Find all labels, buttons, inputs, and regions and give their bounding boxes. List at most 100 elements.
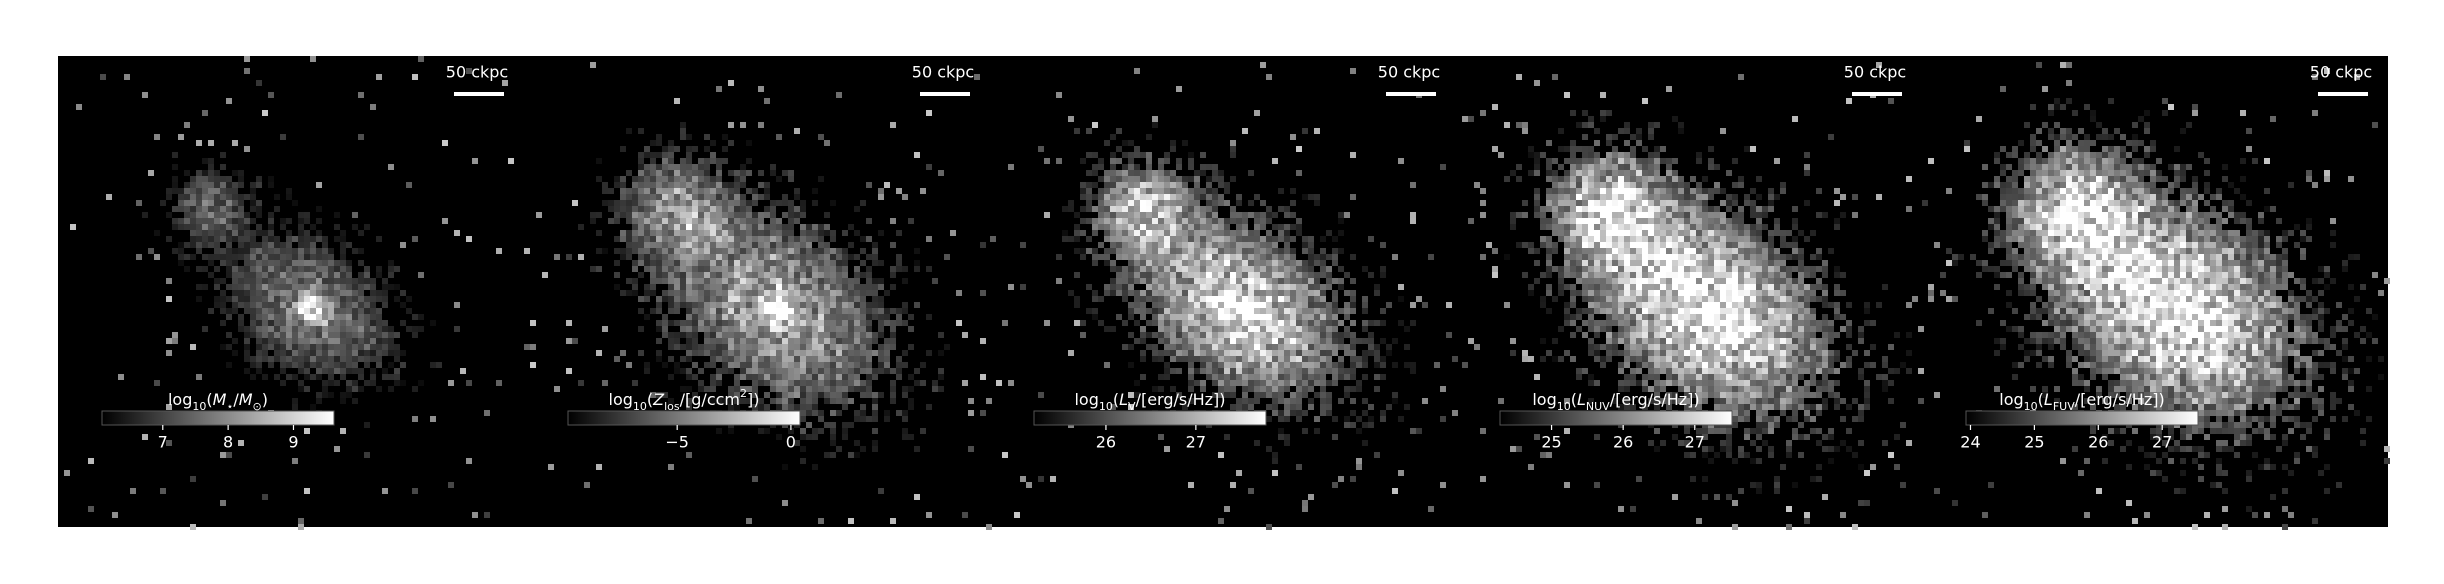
pixel: [632, 284, 638, 290]
pixel: [190, 182, 196, 188]
pixel: [818, 314, 824, 320]
pixel: [686, 158, 692, 164]
pixel: [734, 254, 740, 260]
pixel: [716, 344, 722, 350]
pixel: [1326, 392, 1332, 398]
pixel: [680, 260, 686, 266]
pixel: [656, 134, 662, 140]
pixel: [286, 314, 292, 320]
pixel: [1098, 158, 1104, 164]
pixel: [1744, 230, 1750, 236]
pixel: [322, 332, 328, 338]
pixel: [1116, 314, 1122, 320]
pixel: [818, 266, 824, 272]
pixel: [626, 200, 632, 206]
pixel: [1158, 338, 1164, 344]
pixel: [1834, 272, 1840, 278]
pixel: [698, 248, 704, 254]
pixel: [686, 176, 692, 182]
pixel: [322, 308, 328, 314]
pixel: [1272, 326, 1278, 332]
pixel: [316, 296, 322, 302]
pixel: [250, 182, 256, 188]
pixel: [334, 446, 340, 452]
pixel: [1732, 200, 1738, 206]
pixel: [1630, 182, 1636, 188]
pixel: [1254, 398, 1260, 404]
pixel: [376, 344, 382, 350]
pixel: [1122, 206, 1128, 212]
pixel: [674, 170, 680, 176]
pixel: [1212, 302, 1218, 308]
pixel: [1636, 164, 1642, 170]
pixel: [1582, 182, 1588, 188]
pixel: [256, 296, 262, 302]
pixel: [448, 380, 454, 386]
pixel: [1290, 350, 1296, 356]
pixel: [668, 308, 674, 314]
pixel: [746, 260, 752, 266]
pixel: [1236, 332, 1242, 338]
pixel: [1684, 248, 1690, 254]
pixel: [1182, 350, 1188, 356]
pixel: [734, 170, 740, 176]
pixel: [1362, 296, 1368, 302]
pixel: [836, 398, 842, 404]
pixel: [322, 266, 328, 272]
pixel: [1446, 332, 1452, 338]
pixel: [1170, 314, 1176, 320]
pixel: [746, 206, 752, 212]
pixel: [746, 350, 752, 356]
pixel: [1182, 254, 1188, 260]
pixel: [1206, 278, 1212, 284]
pixel: [1624, 128, 1630, 134]
pixel: [626, 242, 632, 248]
pixel: [1720, 224, 1726, 230]
pixel: [788, 206, 794, 212]
pixel: [322, 368, 328, 374]
pixel: [770, 278, 776, 284]
pixel: [830, 290, 836, 296]
pixel: [1654, 218, 1660, 224]
pixel: [782, 464, 788, 470]
pixel: [1540, 242, 1546, 248]
pixel: [722, 254, 728, 260]
pixel: [1182, 356, 1188, 362]
pixel: [1708, 242, 1714, 248]
pixel: [1254, 350, 1260, 356]
pixel: [1116, 230, 1122, 236]
pixel: [764, 392, 770, 398]
pixel: [1200, 350, 1206, 356]
pixel: [830, 362, 836, 368]
pixel: [626, 170, 632, 176]
pixel: [1350, 344, 1356, 350]
pixel: [1684, 260, 1690, 266]
pixel: [1170, 344, 1176, 350]
pixel: [1230, 392, 1236, 398]
pixel: [1522, 200, 1528, 206]
pixel: [190, 206, 196, 212]
pixel: [1188, 398, 1194, 404]
pixel: [292, 278, 298, 284]
pixel: [1140, 296, 1146, 302]
pixel: [722, 236, 728, 242]
pixel: [1708, 224, 1714, 230]
pixel: [812, 326, 818, 332]
pixel: [1200, 218, 1206, 224]
pixel: [358, 290, 364, 296]
pixel: [878, 194, 884, 200]
pixel: [692, 338, 698, 344]
pixel: [1302, 362, 1308, 368]
pixel: [1074, 320, 1080, 326]
pixel: [1480, 212, 1486, 218]
pixel: [716, 296, 722, 302]
pixel: [692, 332, 698, 338]
pixel: [292, 272, 298, 278]
pixel: [926, 164, 932, 170]
pixel: [710, 344, 716, 350]
pixel: [704, 212, 710, 218]
pixel: [1242, 218, 1248, 224]
pixel: [920, 188, 926, 194]
pixel: [668, 236, 674, 242]
pixel: [1350, 338, 1356, 344]
